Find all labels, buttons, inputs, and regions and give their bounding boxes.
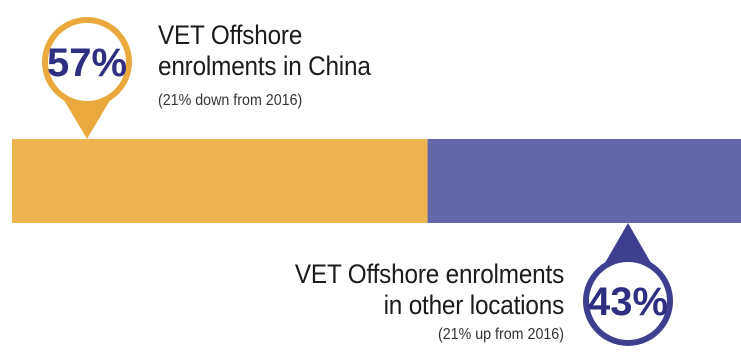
series-title-other-line-1: VET Offshore enrolments [294,259,564,289]
series-title-china: VET Offshore enrolments in China [158,20,371,82]
series-title-other-locations: VET Offshore enrolments in other locatio… [295,259,564,321]
bar-segment-other-locations [427,139,741,223]
pin-other-locations: 43% [583,223,674,347]
series-title-china-line-1: VET Offshore [158,20,303,50]
change-note-china: (21% down from 2016) [158,92,303,109]
change-note-other-locations: (21% up from 2016) [437,326,564,343]
value-label-other-locations: 43% [588,280,668,324]
series-title-other-line-2: in other locations [383,290,565,320]
pin-inner-china [48,23,126,101]
pin-china: 57% [41,17,132,140]
bar-segment-china [12,139,428,223]
series-title-china-line-2: enrolments in China [158,51,371,81]
pin-inner-other-locations [589,262,667,340]
value-label-china: 57% [47,41,127,85]
